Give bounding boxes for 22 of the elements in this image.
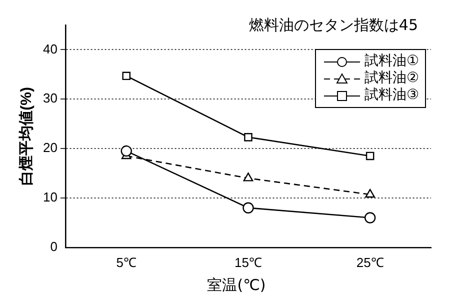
y-tick-label: 40: [42, 41, 58, 56]
y-tick-label: 20: [42, 140, 58, 156]
x-tick-label: 25℃: [356, 254, 384, 270]
point: [365, 188, 376, 198]
y-tick-label: 30: [42, 90, 58, 106]
y-tick-label: 0: [50, 238, 58, 254]
chart-title: 燃料油のセタン指数は45: [248, 16, 418, 35]
point: [120, 145, 132, 157]
legend-label: 試料油②: [364, 70, 419, 87]
point: [366, 152, 374, 160]
y-tick-label: 10: [42, 190, 58, 205]
point: [243, 172, 254, 182]
point: [242, 202, 254, 214]
y-axis-title: 白煙平均値(%): [18, 87, 36, 186]
point: [122, 72, 131, 80]
x-tick-label: 15℃: [234, 254, 262, 270]
legend-label: 試料油③: [364, 87, 419, 104]
point: [364, 212, 376, 224]
point: [244, 133, 252, 142]
x-axis-title: 室温(℃): [206, 276, 267, 295]
x-tick-label: 5℃: [116, 254, 136, 270]
legend-label: 試料油①: [364, 53, 419, 70]
